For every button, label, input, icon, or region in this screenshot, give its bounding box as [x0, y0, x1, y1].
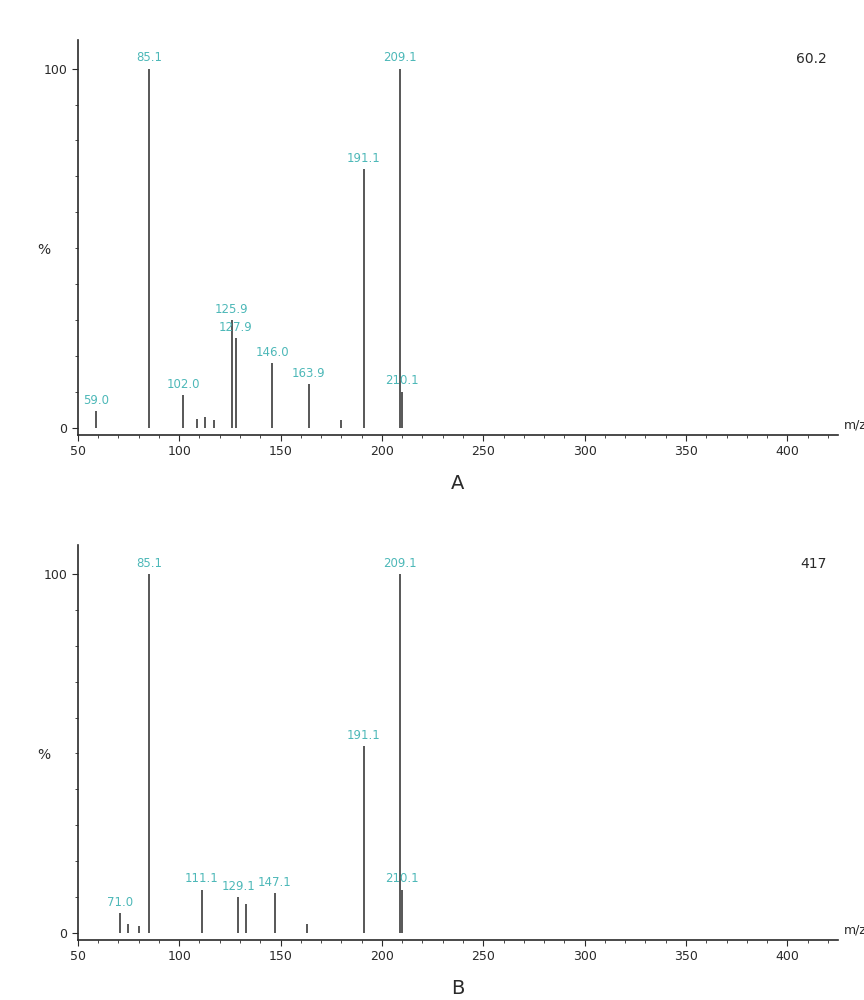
Text: 191.1: 191.1	[347, 152, 381, 165]
Text: 209.1: 209.1	[384, 557, 417, 570]
Text: 129.1: 129.1	[221, 880, 255, 893]
Text: 102.0: 102.0	[167, 378, 200, 391]
Text: 209.1: 209.1	[384, 51, 417, 64]
Text: 71.0: 71.0	[107, 896, 133, 909]
Y-axis label: %: %	[37, 748, 50, 762]
Text: 111.1: 111.1	[185, 872, 219, 885]
Text: m/z: m/z	[844, 418, 864, 431]
Text: 125.9: 125.9	[215, 303, 249, 316]
Text: 59.0: 59.0	[83, 394, 109, 407]
Text: A: A	[451, 474, 465, 493]
Text: B: B	[451, 979, 465, 998]
Y-axis label: %: %	[37, 243, 50, 257]
Text: 417: 417	[800, 557, 827, 571]
Text: 146.0: 146.0	[256, 346, 289, 359]
Text: 191.1: 191.1	[347, 729, 381, 742]
Text: 60.2: 60.2	[796, 52, 827, 66]
Text: 210.1: 210.1	[385, 872, 419, 885]
Text: 85.1: 85.1	[136, 51, 162, 64]
Text: 147.1: 147.1	[257, 876, 291, 889]
Text: m/z: m/z	[844, 923, 864, 936]
Text: 163.9: 163.9	[292, 367, 326, 380]
Text: 127.9: 127.9	[219, 321, 252, 334]
Text: 210.1: 210.1	[385, 374, 419, 387]
Text: 85.1: 85.1	[136, 557, 162, 570]
